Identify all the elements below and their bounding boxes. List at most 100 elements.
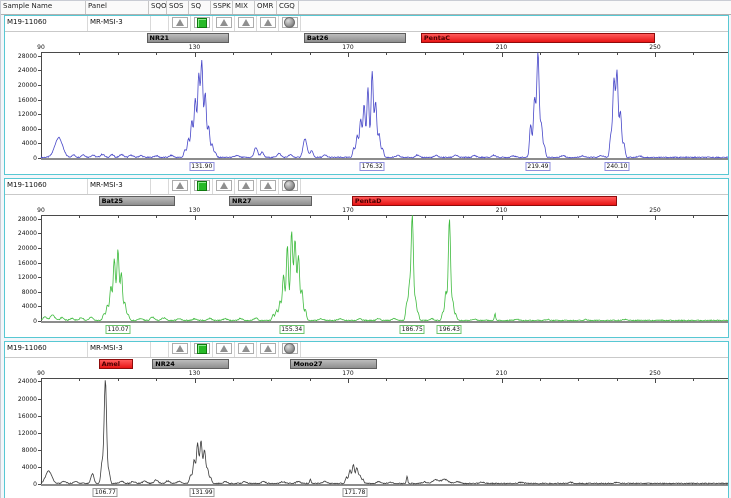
flag-icon-box[interactable] — [193, 180, 210, 191]
flag-cell-sq[interactable] — [191, 16, 213, 31]
flag-icon-box[interactable] — [215, 180, 232, 191]
flag-cell-cgq[interactable] — [279, 342, 301, 357]
flag-icon-box[interactable] — [193, 17, 210, 28]
x-minor-tick — [539, 379, 541, 381]
warning-triangle-icon — [175, 345, 184, 352]
electropherogram-trace[interactable] — [5, 215, 728, 322]
peak-size-label[interactable]: 171.78 — [342, 488, 368, 497]
peak-size-label[interactable]: 176.32 — [359, 162, 385, 171]
flag-cell-sspk[interactable] — [213, 342, 235, 357]
flag-icon-box[interactable] — [259, 343, 276, 354]
x-major-tick — [194, 216, 196, 220]
flag-icon-box[interactable] — [259, 17, 276, 28]
y-tick-label: 20000 — [17, 244, 37, 252]
flag-cell-cgq[interactable] — [279, 16, 301, 31]
flag-cell-sq[interactable] — [191, 179, 213, 194]
x-minor-tick — [156, 216, 158, 218]
x-major-tick — [655, 379, 656, 383]
sample-name-cell[interactable]: M19-11060 — [5, 342, 88, 357]
y-tick-label: 28000 — [17, 215, 37, 223]
flag-icon-box[interactable] — [237, 180, 254, 191]
peak-size-label[interactable]: 131.90 — [189, 162, 215, 171]
flag-icon-box[interactable] — [281, 180, 298, 191]
flag-icon-box[interactable] — [237, 17, 254, 28]
flag-cell-sspk[interactable] — [213, 16, 235, 31]
x-tick-label: 90 — [37, 44, 45, 51]
peak-size-label[interactable]: 219.49 — [525, 162, 551, 171]
peak-size-label[interactable]: 110.07 — [105, 325, 131, 334]
warning-triangle-icon — [241, 345, 250, 352]
flag-cell-omr[interactable] — [257, 179, 279, 194]
plot-area[interactable]: Amel NR24 Mono27 90 130 170 210 250 0 4000 8000 120… — [5, 358, 728, 498]
y-tick-label: 16000 — [17, 412, 37, 420]
x-minor-tick — [117, 216, 119, 218]
panel-name-cell[interactable]: MR-MSI-3 — [88, 16, 151, 31]
marker-range-bar-amel[interactable]: Amel — [98, 359, 134, 369]
marker-range-bar-nr27[interactable]: NR27 — [229, 196, 312, 206]
flag-cell-mix[interactable] — [235, 342, 257, 357]
y-tick — [38, 415, 41, 417]
electropherogram-trace[interactable] — [5, 52, 728, 159]
sample-row[interactable]: M19-11060 MR-MSI-3 — [5, 342, 728, 358]
plot-area[interactable]: Bat25 NR27 PentaD 90 130 170 210 250 0 4000 8000 12… — [5, 195, 728, 337]
x-major-tick — [655, 53, 656, 57]
flag-icon-box[interactable] — [171, 17, 188, 28]
y-tick — [38, 398, 41, 400]
y-tick — [38, 55, 41, 57]
marker-range-bar-bat25[interactable]: Bat25 — [98, 196, 176, 206]
flag-icon-box[interactable] — [237, 343, 254, 354]
flag-icon-box[interactable] — [215, 343, 232, 354]
flag-cell-sos[interactable] — [169, 16, 191, 31]
y-tick-label: 16000 — [17, 259, 37, 267]
flag-cell-mix[interactable] — [235, 179, 257, 194]
x-minor-tick — [309, 53, 311, 55]
flag-cell-sqo[interactable] — [151, 179, 169, 194]
flag-cell-mix[interactable] — [235, 16, 257, 31]
electropherogram-trace[interactable] — [5, 378, 728, 485]
y-tick — [38, 484, 41, 485]
flag-cell-omr[interactable] — [257, 342, 279, 357]
flag-cell-omr[interactable] — [257, 16, 279, 31]
y-tick — [38, 99, 41, 101]
marker-range-bar-nr21[interactable]: NR21 — [146, 33, 230, 43]
peak-size-label[interactable]: 186.75 — [399, 325, 425, 334]
peak-size-label[interactable]: 240.10 — [604, 162, 630, 171]
peak-size-label[interactable]: 155.34 — [279, 325, 305, 334]
flag-icon-box[interactable] — [193, 343, 210, 354]
flag-cell-sos[interactable] — [169, 342, 191, 357]
flag-icon-box[interactable] — [215, 17, 232, 28]
marker-range-bar-mono27[interactable]: Mono27 — [290, 359, 377, 369]
sample-name-cell[interactable]: M19-11060 — [5, 179, 88, 194]
plot-area[interactable]: NR21 Bat26 PentaC 90 130 170 210 250 0 4000 8000 12… — [5, 32, 728, 174]
marker-range-bar-bat26[interactable]: Bat26 — [303, 33, 406, 43]
peak-size-label[interactable]: 131.99 — [189, 488, 215, 497]
marker-range-bar-pentad[interactable]: PentaD — [351, 196, 617, 206]
flag-icon-box[interactable] — [281, 17, 298, 28]
baseline — [41, 158, 728, 160]
flag-cell-sqo[interactable] — [151, 342, 169, 357]
flag-icon-box[interactable] — [281, 343, 298, 354]
flag-icon-box[interactable] — [259, 180, 276, 191]
flag-cell-sq[interactable] — [191, 342, 213, 357]
flag-icon-box[interactable] — [171, 343, 188, 354]
marker-range-bar-nr24[interactable]: NR24 — [152, 359, 230, 369]
y-tick-label: 0 — [33, 318, 37, 325]
sample-row[interactable]: M19-11060 MR-MSI-3 — [5, 16, 728, 32]
flag-icon-box[interactable] — [171, 180, 188, 191]
peak-size-label[interactable]: 196.43 — [436, 325, 462, 334]
table-header-row: Sample Name Panel SQO SOS SQ SSPK MIX OM… — [1, 1, 731, 15]
flag-cell-sos[interactable] — [169, 179, 191, 194]
flag-cell-sqo[interactable] — [151, 16, 169, 31]
y-tick-label: 4000 — [21, 140, 37, 148]
marker-range-bar-pentac[interactable]: PentaC — [420, 33, 655, 43]
sample-name-cell[interactable]: M19-11060 — [5, 16, 88, 31]
flag-cell-cgq[interactable] — [279, 179, 301, 194]
x-major-tick — [348, 216, 349, 220]
panel-name-cell[interactable]: MR-MSI-3 — [88, 342, 151, 357]
x-minor-tick — [693, 53, 695, 55]
sample-row[interactable]: M19-11060 MR-MSI-3 — [5, 179, 728, 195]
flag-cell-sspk[interactable] — [213, 179, 235, 194]
peak-size-label[interactable]: 106.77 — [92, 488, 118, 497]
panel-name-cell[interactable]: MR-MSI-3 — [88, 179, 151, 194]
electropherogram-panel-3: M19-11060 MR-MSI-3 Amel NR24 Mono27 90 130 17… — [4, 341, 729, 498]
